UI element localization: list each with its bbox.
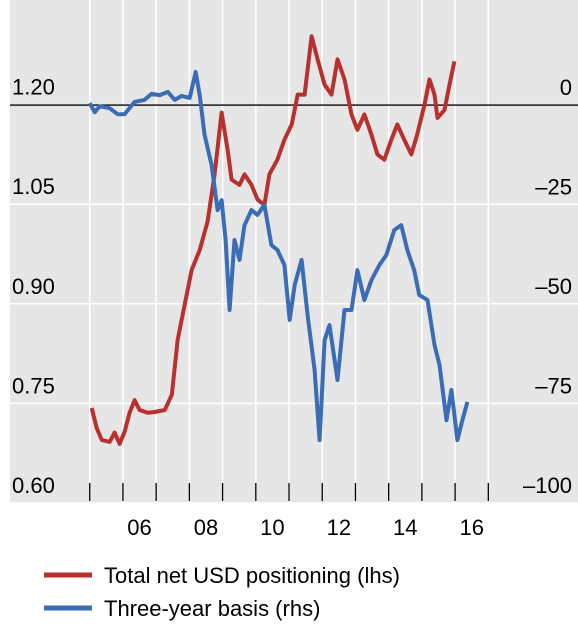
x-tick-label: 06	[127, 515, 151, 540]
y2-tick-label: –100	[523, 473, 572, 498]
y-tick-label: 1.05	[12, 174, 55, 199]
y2-tick-label: 0	[560, 75, 572, 100]
y2-tick-label: –50	[535, 274, 572, 299]
x-tick-label: 14	[393, 515, 417, 540]
y2-tick-label: –75	[535, 374, 572, 399]
data-line	[87, 70, 470, 443]
y-tick-label: 1.20	[12, 75, 55, 100]
x-tick-label: 08	[194, 515, 218, 540]
y-tick-label: 0.75	[12, 373, 55, 398]
plot-background	[10, 0, 578, 503]
legend-label: Total net USD positioning (lhs)	[104, 563, 400, 588]
legend-label: Three-year basis (rhs)	[104, 596, 320, 621]
data-line	[89, 34, 457, 446]
y-tick-label: 0.90	[12, 274, 55, 299]
y-tick-label: 0.60	[12, 473, 55, 498]
x-tick-label: 10	[260, 515, 284, 540]
x-tick-label: 16	[459, 515, 483, 540]
y2-tick-label: –25	[535, 175, 572, 200]
x-tick-label: 12	[327, 515, 351, 540]
